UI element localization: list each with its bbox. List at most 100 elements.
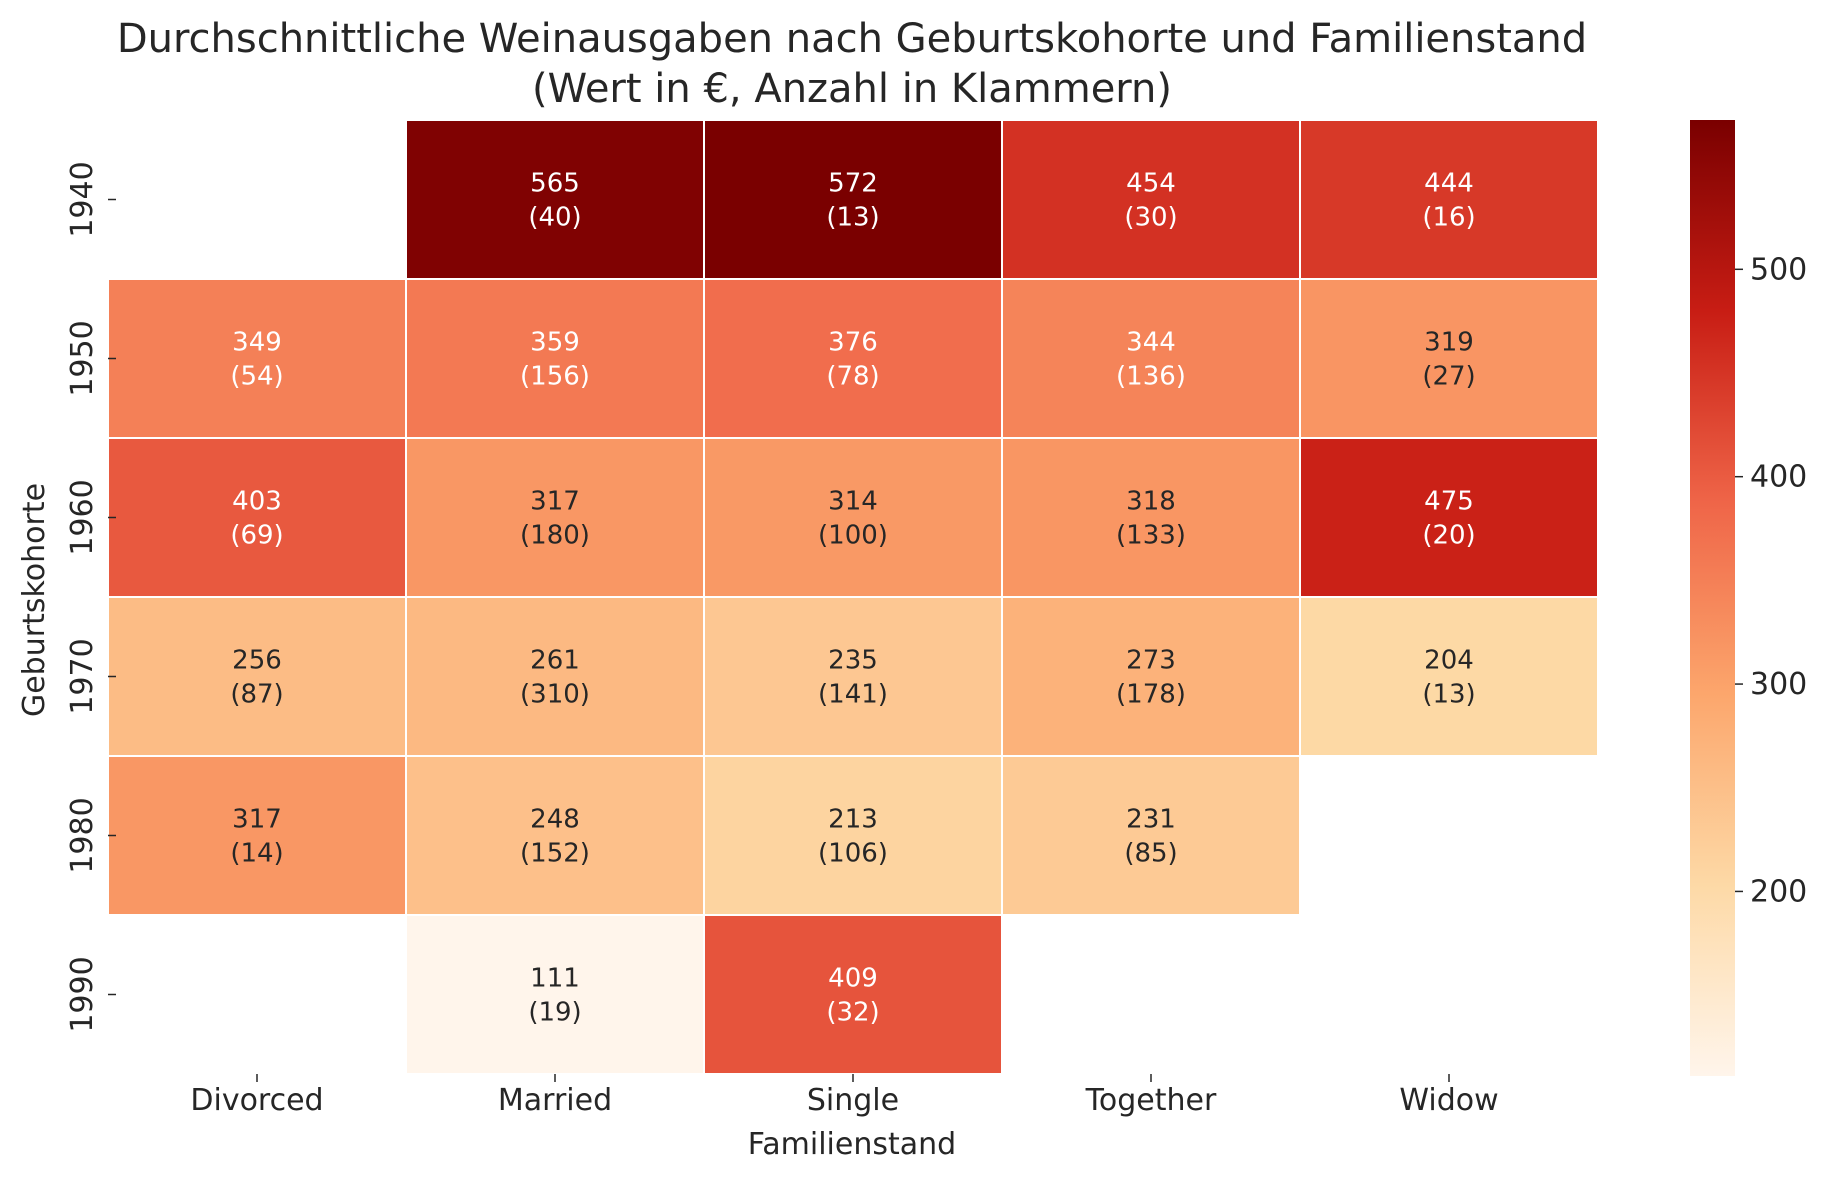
heatmap-cell [1001, 437, 1301, 598]
heatmap-cell [107, 437, 407, 598]
cell-value-label: 273 [1126, 646, 1176, 676]
chart-title: Durchschnittliche Weinausgaben nach Gebu… [117, 16, 1587, 62]
cell-count-label: (136) [1116, 362, 1186, 392]
cell-count-label: (27) [1422, 362, 1475, 392]
cell-count-label: (13) [1422, 680, 1475, 710]
cell-value-label: 319 [1424, 328, 1474, 358]
cell-count-label: (141) [818, 680, 888, 710]
colorbar-tick-label: 400 [1750, 460, 1807, 495]
x-axis-label: Familienstand [748, 1127, 956, 1162]
cell-value-label: 376 [828, 328, 878, 358]
heatmap-cell [1001, 119, 1301, 280]
cell-value-label: 409 [828, 964, 878, 994]
colorbar-tick-label: 500 [1750, 252, 1807, 287]
x-tick-label: Single [807, 1083, 899, 1118]
cell-value-label: 261 [530, 646, 580, 676]
y-tick-label: 1950 [65, 320, 100, 396]
heatmap-cell [1299, 596, 1599, 757]
cell-count-label: (133) [1116, 521, 1186, 551]
cell-value-label: 317 [530, 487, 580, 517]
cell-value-label: 248 [530, 805, 580, 835]
y-axis-label: Geburtskohorte [17, 483, 52, 717]
heatmap-cell [107, 755, 407, 916]
cell-count-label: (19) [528, 998, 581, 1028]
heatmap-cell [405, 914, 705, 1075]
heatmap-cell [405, 755, 705, 916]
cell-value-label: 344 [1126, 328, 1176, 358]
heatmap-cells: 565 (40) 572 (13) 454 (30) 444 (16) 349 (54) 359 (1… [107, 119, 1599, 1075]
cell-count-label: (13) [826, 203, 879, 233]
cell-count-label: (69) [230, 521, 283, 551]
cell-count-label: (106) [818, 839, 888, 869]
heatmap-cell [405, 278, 705, 439]
cell-count-label: (178) [1116, 680, 1186, 710]
cell-value-label: 444 [1424, 169, 1474, 199]
heatmap-cell [1001, 278, 1301, 439]
cell-count-label: (14) [230, 839, 283, 869]
heatmap-cell [703, 278, 1003, 439]
colorbar-tick-label: 200 [1750, 874, 1807, 909]
heatmap-cell [703, 437, 1003, 598]
x-tick-label: Married [498, 1083, 612, 1118]
cell-count-label: (78) [826, 362, 879, 392]
heatmap-cell [405, 596, 705, 757]
heatmap-cell [405, 119, 705, 280]
cell-value-label: 231 [1126, 805, 1176, 835]
cell-value-label: 403 [232, 487, 282, 517]
colorbar-tick-label: 300 [1750, 667, 1807, 702]
heatmap-cell [107, 596, 407, 757]
cell-count-label: (100) [818, 521, 888, 551]
heatmap-cell [703, 755, 1003, 916]
cell-count-label: (152) [520, 839, 590, 869]
cell-value-label: 314 [828, 487, 878, 517]
y-axis: 1940 1950 1960 1970 1980 1990 [65, 161, 116, 1033]
colorbar-ticks: 200 300 400 500 [1735, 252, 1807, 909]
chart-subtitle: (Wert in €, Anzahl in Klammern) [532, 66, 1172, 112]
cell-value-label: 454 [1126, 169, 1176, 199]
cell-count-label: (30) [1124, 203, 1177, 233]
cell-value-label: 572 [828, 169, 878, 199]
y-tick-label: 1990 [65, 956, 100, 1032]
heatmap-cell [703, 914, 1003, 1075]
cell-count-label: (16) [1422, 203, 1475, 233]
cell-value-label: 256 [232, 646, 282, 676]
cell-value-label: 475 [1424, 487, 1474, 517]
cell-value-label: 235 [828, 646, 878, 676]
heatmap-cell [1001, 755, 1301, 916]
heatmap-cell [703, 596, 1003, 757]
heatmap-cell [703, 119, 1003, 280]
cell-count-label: (87) [230, 680, 283, 710]
cell-count-label: (20) [1422, 521, 1475, 551]
heatmap-cell [1299, 437, 1599, 598]
x-tick-label: Together [1085, 1083, 1217, 1118]
y-tick-label: 1980 [65, 797, 100, 873]
cell-count-label: (32) [826, 998, 879, 1028]
cell-count-label: (85) [1124, 839, 1177, 869]
cell-value-label: 111 [530, 964, 580, 994]
cell-count-label: (180) [520, 521, 590, 551]
cell-value-label: 359 [530, 328, 580, 358]
cell-value-label: 349 [232, 328, 282, 358]
cell-count-label: (310) [520, 680, 590, 710]
cell-value-label: 213 [828, 805, 878, 835]
heatmap-cell [107, 278, 407, 439]
y-tick-label: 1960 [65, 479, 100, 555]
heatmap-cell [405, 437, 705, 598]
heatmap-cell [1299, 119, 1599, 280]
x-tick-label: Divorced [190, 1083, 323, 1118]
cell-count-label: (40) [528, 203, 581, 233]
y-tick-label: 1940 [65, 161, 100, 237]
y-tick-label: 1970 [65, 638, 100, 714]
x-tick-label: Widow [1399, 1083, 1498, 1118]
cell-value-label: 204 [1424, 646, 1474, 676]
x-axis: Divorced Married Single Together Widow [190, 1074, 1499, 1118]
cell-count-label: (54) [230, 362, 283, 392]
heatmap-cell [1299, 278, 1599, 439]
cell-value-label: 318 [1126, 487, 1176, 517]
colorbar [1690, 120, 1735, 1076]
cell-value-label: 317 [232, 805, 282, 835]
cell-count-label: (156) [520, 362, 590, 392]
heatmap-cell [1001, 596, 1301, 757]
cell-value-label: 565 [530, 169, 580, 199]
